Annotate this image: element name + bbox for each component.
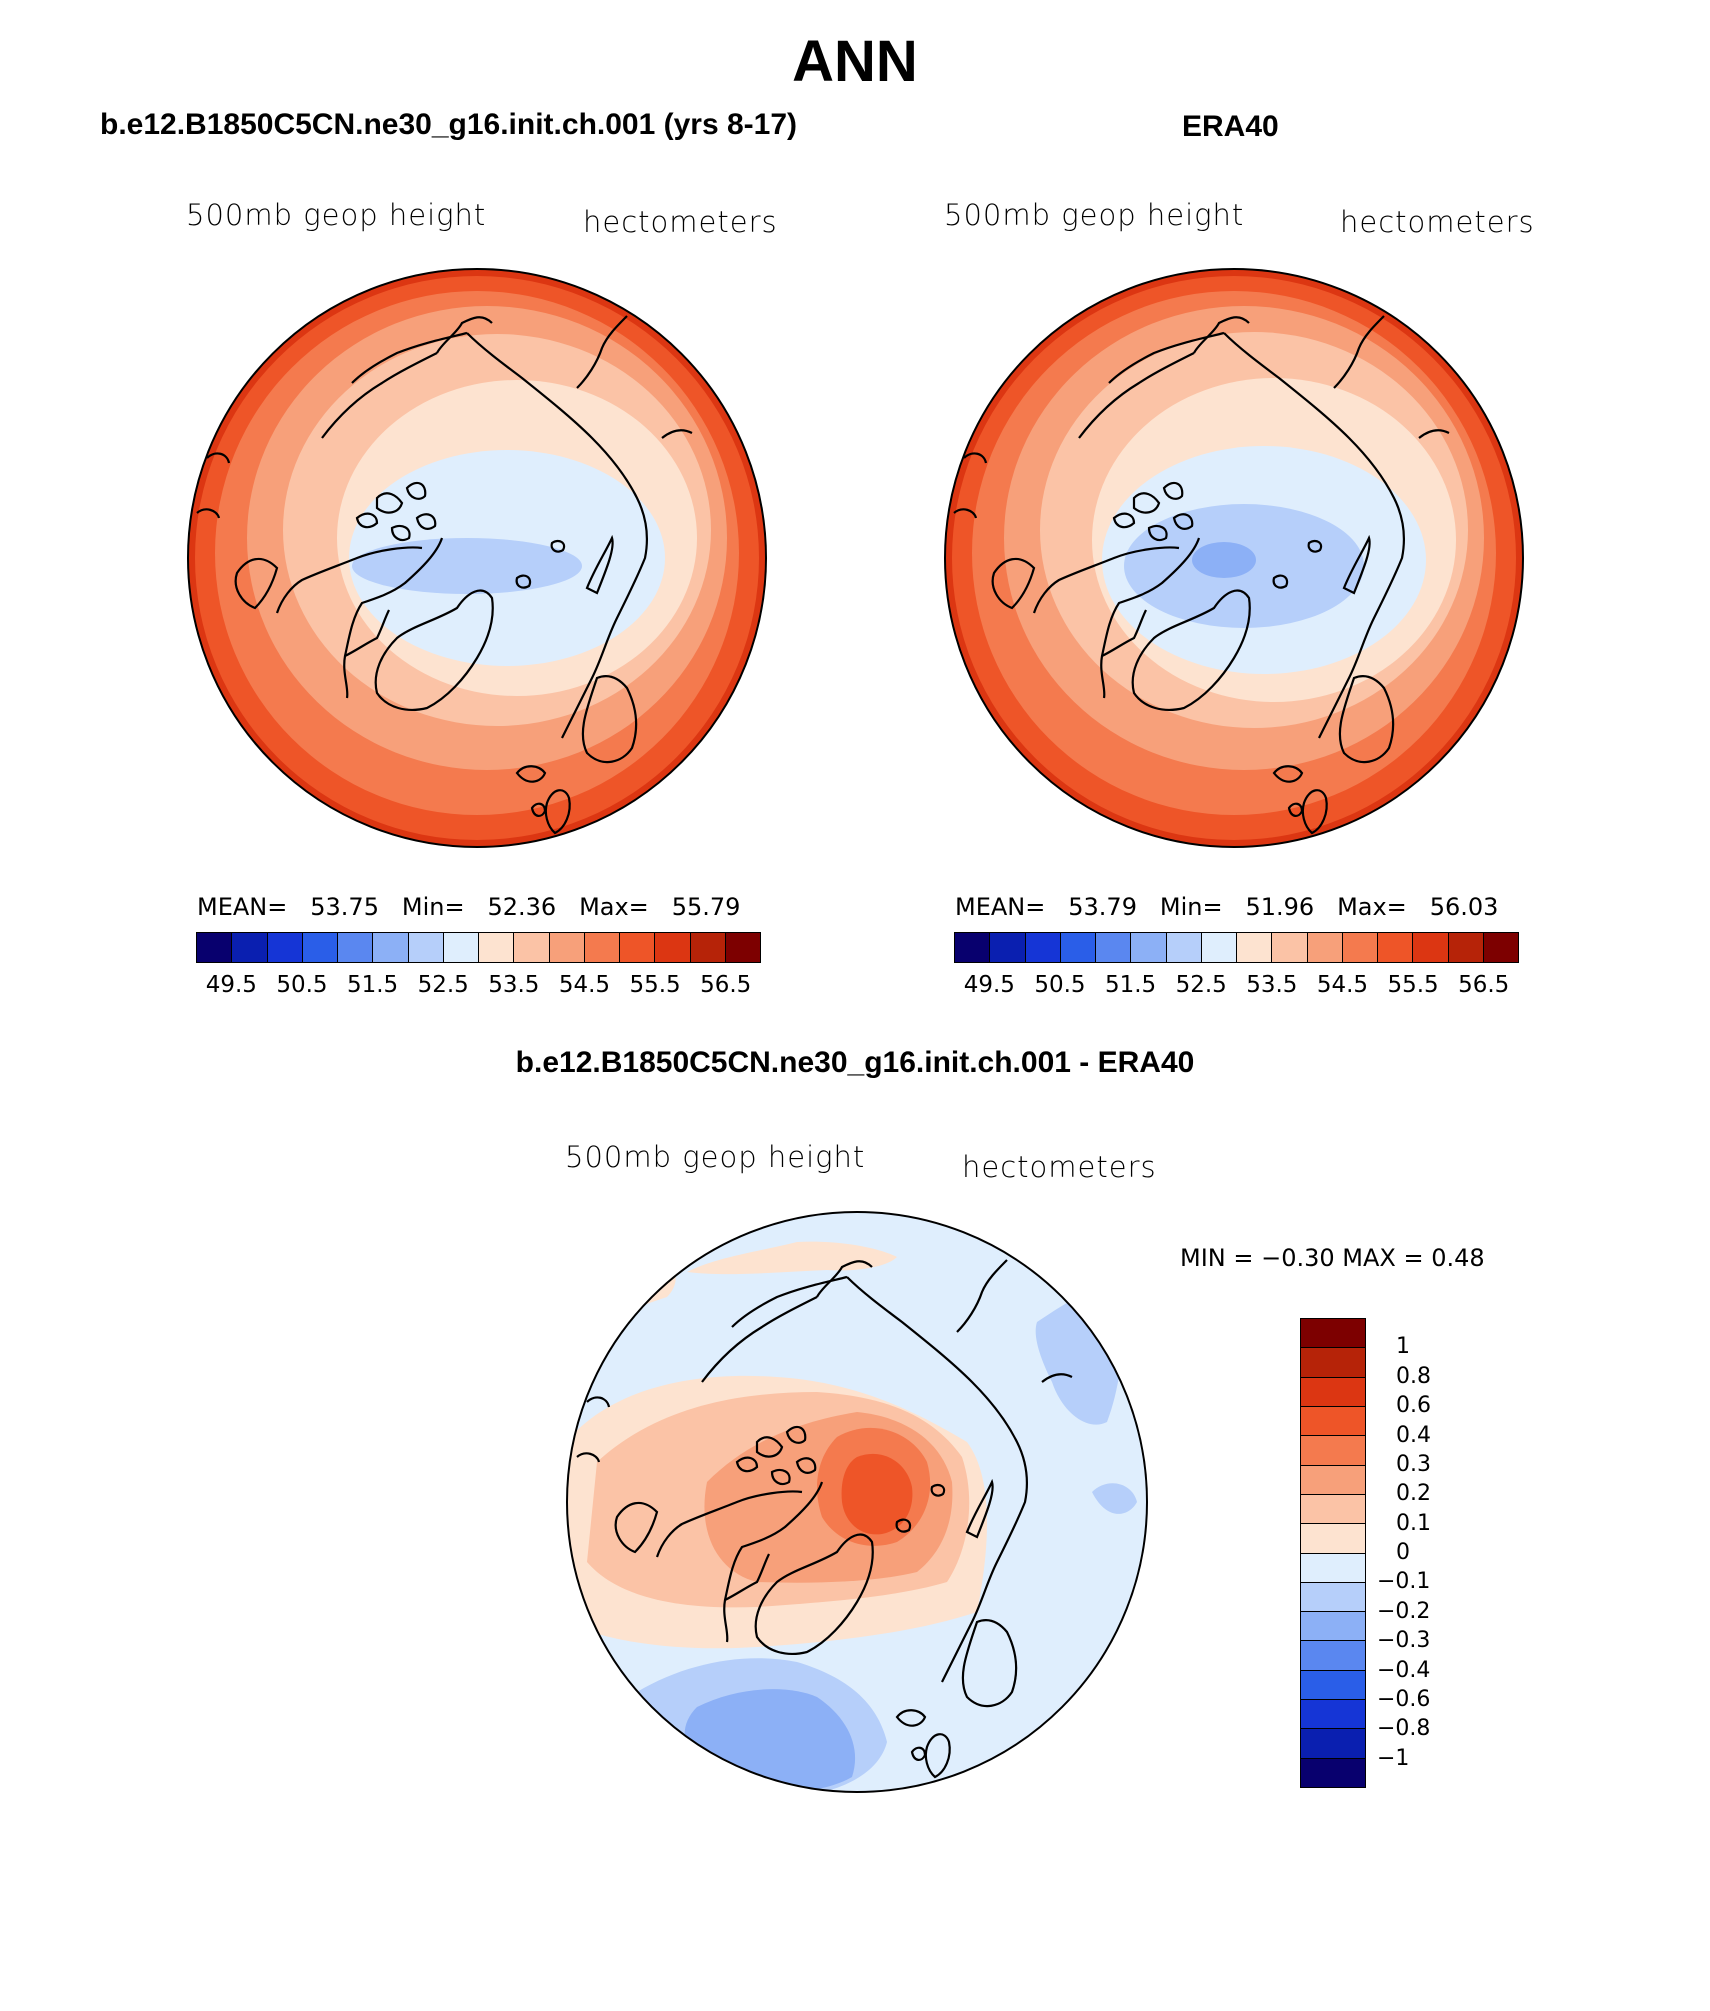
colorbar-segment	[1342, 933, 1378, 962]
colorbar-tick-label: 49.5	[963, 972, 1015, 998]
colorbar-tick-label: 1	[1396, 1334, 1410, 1360]
colorbar-tick-label: 0.8	[1396, 1363, 1431, 1389]
obs-variable-label: 500mb geop height	[944, 198, 1245, 232]
obs-units-label: hectometers	[1340, 205, 1535, 239]
colorbar-tick-label: 56.5	[1458, 972, 1510, 998]
colorbar-segment	[302, 933, 338, 962]
colorbar-segment	[1301, 1436, 1365, 1466]
difference-minmax-stat: MIN = −0.30 MAX = 0.48	[1180, 1244, 1485, 1272]
colorbar-segment	[1307, 933, 1343, 962]
colorbar-segment	[990, 933, 1026, 962]
colorbar-segment	[1166, 933, 1202, 962]
colorbar-segment	[955, 933, 991, 962]
difference-polar-map	[566, 1211, 1148, 1793]
colorbar-tick-label: −0.1	[1377, 1569, 1431, 1595]
obs-mean-stat: MEAN= 53.79 Min= 51.96 Max= 56.03	[955, 893, 1499, 921]
colorbar-segment	[1301, 1729, 1365, 1759]
obs-polar-map	[944, 268, 1524, 848]
difference-title: b.e12.B1850C5CN.ne30_g16.init.ch.001 - E…	[515, 1046, 1195, 1079]
colorbar-segment	[1483, 933, 1518, 962]
colorbar-tick-label: −0.2	[1377, 1598, 1431, 1624]
difference-colorbar	[1300, 1318, 1366, 1788]
colorbar-segment	[1301, 1465, 1365, 1495]
colorbar-segment	[338, 933, 374, 962]
colorbar-segment	[1301, 1377, 1365, 1407]
colorbar-segment	[267, 933, 303, 962]
colorbar-segment	[1237, 933, 1273, 962]
colorbar-segment	[443, 933, 479, 962]
colorbar-tick-label: −0.3	[1377, 1628, 1431, 1654]
colorbar-segment	[1301, 1582, 1365, 1613]
colorbar-segment	[197, 933, 233, 962]
colorbar-tick-label: 0	[1396, 1540, 1410, 1565]
colorbar-segment	[479, 933, 515, 962]
colorbar-segment	[1301, 1348, 1365, 1378]
colorbar-segment	[655, 933, 691, 962]
colorbar-segment	[1025, 933, 1061, 962]
colorbar-segment	[1301, 1641, 1365, 1671]
colorbar-segment	[1060, 933, 1096, 962]
colorbar-tick-label: 0.2	[1396, 1481, 1431, 1507]
colorbar-tick-label: −0.8	[1377, 1716, 1431, 1742]
colorbar-tick-label: 49.5	[205, 972, 257, 998]
model-mean-stat: MEAN= 53.75 Min= 52.36 Max= 55.79	[197, 893, 741, 921]
colorbar-tick-label: 52.5	[1175, 972, 1227, 998]
colorbar-tick-label: 55.5	[1387, 972, 1439, 998]
colorbar-segment	[690, 933, 726, 962]
colorbar-segment	[1378, 933, 1414, 962]
colorbar-tick-label: 0.1	[1396, 1510, 1431, 1536]
colorbar-tick-label: 51.5	[346, 972, 399, 998]
colorbar-tick-label: 0.4	[1396, 1422, 1431, 1448]
colorbar-segment	[620, 933, 656, 962]
colorbar-tick-label: 56.5	[700, 972, 752, 998]
colorbar-tick-label: 0.6	[1396, 1393, 1431, 1419]
colorbar-segment	[1413, 933, 1449, 962]
colorbar-tick-label: 55.5	[629, 972, 681, 998]
colorbar-segment	[1301, 1524, 1365, 1554]
model-panel-title: b.e12.B1850C5CN.ne30_g16.init.ch.001 (yr…	[100, 108, 798, 141]
colorbar-segment	[725, 933, 760, 962]
colorbar-segment	[1301, 1406, 1365, 1437]
colorbar-tick-label: 53.5	[488, 972, 540, 998]
model-units-label: hectometers	[583, 205, 778, 239]
colorbar-tick-label: 53.5	[1246, 972, 1298, 998]
colorbar-segment	[1301, 1494, 1365, 1525]
colorbar-tick-label: 50.5	[276, 972, 328, 998]
colorbar-segment	[1131, 933, 1167, 962]
colorbar-segment	[1301, 1553, 1365, 1583]
main-title: ANN	[792, 29, 918, 94]
colorbar-segment	[1448, 933, 1484, 962]
model-colorbar	[196, 932, 761, 963]
colorbar-segment	[1096, 933, 1132, 962]
colorbar-tick-label: −0.4	[1377, 1657, 1431, 1683]
colorbar-segment	[408, 933, 444, 962]
colorbar-segment	[1201, 933, 1237, 962]
model-variable-label: 500mb geop height	[186, 198, 487, 232]
colorbar-tick-label: 50.5	[1034, 972, 1086, 998]
colorbar-segment	[1301, 1319, 1365, 1349]
colorbar-segment	[373, 933, 409, 962]
colorbar-tick-label: 0.3	[1396, 1451, 1431, 1477]
colorbar-segment	[1301, 1758, 1365, 1787]
difference-units-label: hectometers	[962, 1150, 1157, 1184]
colorbar-tick-label: 51.5	[1104, 972, 1157, 998]
model-polar-map	[187, 268, 767, 848]
colorbar-segment	[1301, 1612, 1365, 1642]
colorbar-segment	[1272, 933, 1308, 962]
colorbar-tick-label: 54.5	[558, 972, 611, 998]
colorbar-tick-label: −1	[1377, 1745, 1410, 1771]
colorbar-tick-label: −0.6	[1377, 1686, 1431, 1712]
obs-colorbar	[954, 932, 1519, 963]
colorbar-segment	[1301, 1670, 1365, 1701]
colorbar-segment	[584, 933, 620, 962]
colorbar-segment	[549, 933, 585, 962]
colorbar-tick-label: 52.5	[417, 972, 469, 998]
obs-panel-title: ERA40	[1182, 110, 1279, 143]
colorbar-segment	[514, 933, 550, 962]
colorbar-segment	[1301, 1700, 1365, 1730]
difference-variable-label: 500mb geop height	[565, 1140, 866, 1174]
colorbar-segment	[232, 933, 268, 962]
colorbar-tick-label: 54.5	[1316, 972, 1369, 998]
